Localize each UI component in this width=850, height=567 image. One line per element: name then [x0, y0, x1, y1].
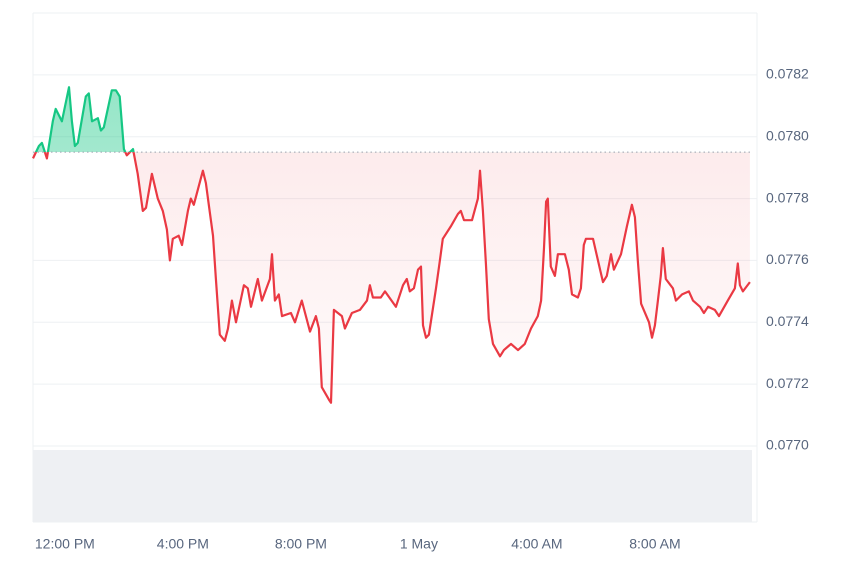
- x-tick-label: 4:00 AM: [511, 536, 562, 552]
- x-tick-label: 4:00 PM: [157, 536, 209, 552]
- volume-area: [33, 450, 752, 522]
- y-tick-label: 0.0774: [766, 313, 809, 329]
- y-tick-label: 0.0776: [766, 251, 809, 267]
- y-tick-label: 0.0778: [766, 189, 809, 205]
- y-tick-label: 0.0772: [766, 375, 809, 391]
- area-down: [33, 152, 750, 403]
- y-tick-label: 0.0780: [766, 127, 809, 143]
- x-tick-label: 8:00 PM: [275, 536, 327, 552]
- x-tick-label: 12:00 PM: [35, 536, 95, 552]
- y-tick-label: 0.0782: [766, 66, 809, 82]
- x-tick-label: 8:00 AM: [629, 536, 680, 552]
- y-tick-label: 0.0770: [766, 437, 809, 453]
- x-tick-label: 1 May: [400, 536, 438, 552]
- price-line-down: [32, 152, 751, 404]
